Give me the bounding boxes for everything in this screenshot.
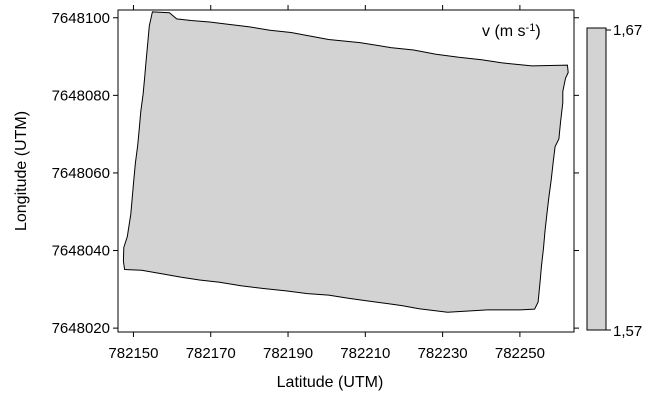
y-tick-label-0: 7648020 [52,320,110,337]
y-axis-title: Longitude (UTM) [13,111,30,231]
x-tick-label-1: 782170 [186,345,236,362]
colorbar [586,27,607,331]
y-tick-label-3: 7648080 [52,87,110,104]
x-tick-label-0: 782150 [108,345,158,362]
variable-label-superscript: -1 [526,22,536,34]
colorbar-min-label: 1,57 [613,323,642,340]
x-tick-label-5: 782250 [495,345,545,362]
x-axis-title: Latitude (UTM) [277,374,384,391]
colorbar-max-label: 1,67 [613,22,642,39]
y-axis-ticks [113,17,579,329]
x-axis-ticks [132,5,521,337]
velocity-field-polygon [122,11,569,313]
x-tick-label-4: 782230 [418,345,468,362]
y-axis-tick-labels: 7648020 7648040 7648060 7648080 7648100 [52,10,110,337]
x-tick-label-2: 782190 [263,345,313,362]
x-tick-label-3: 782210 [340,345,390,362]
x-axis-tick-labels: 782150 782170 782190 782210 782230 782250 [108,345,545,362]
variable-label: v (m s-1) [482,22,541,40]
y-tick-label-1: 7648040 [52,243,110,260]
y-tick-label-2: 7648060 [52,165,110,182]
y-tick-label-4: 7648100 [52,10,110,27]
